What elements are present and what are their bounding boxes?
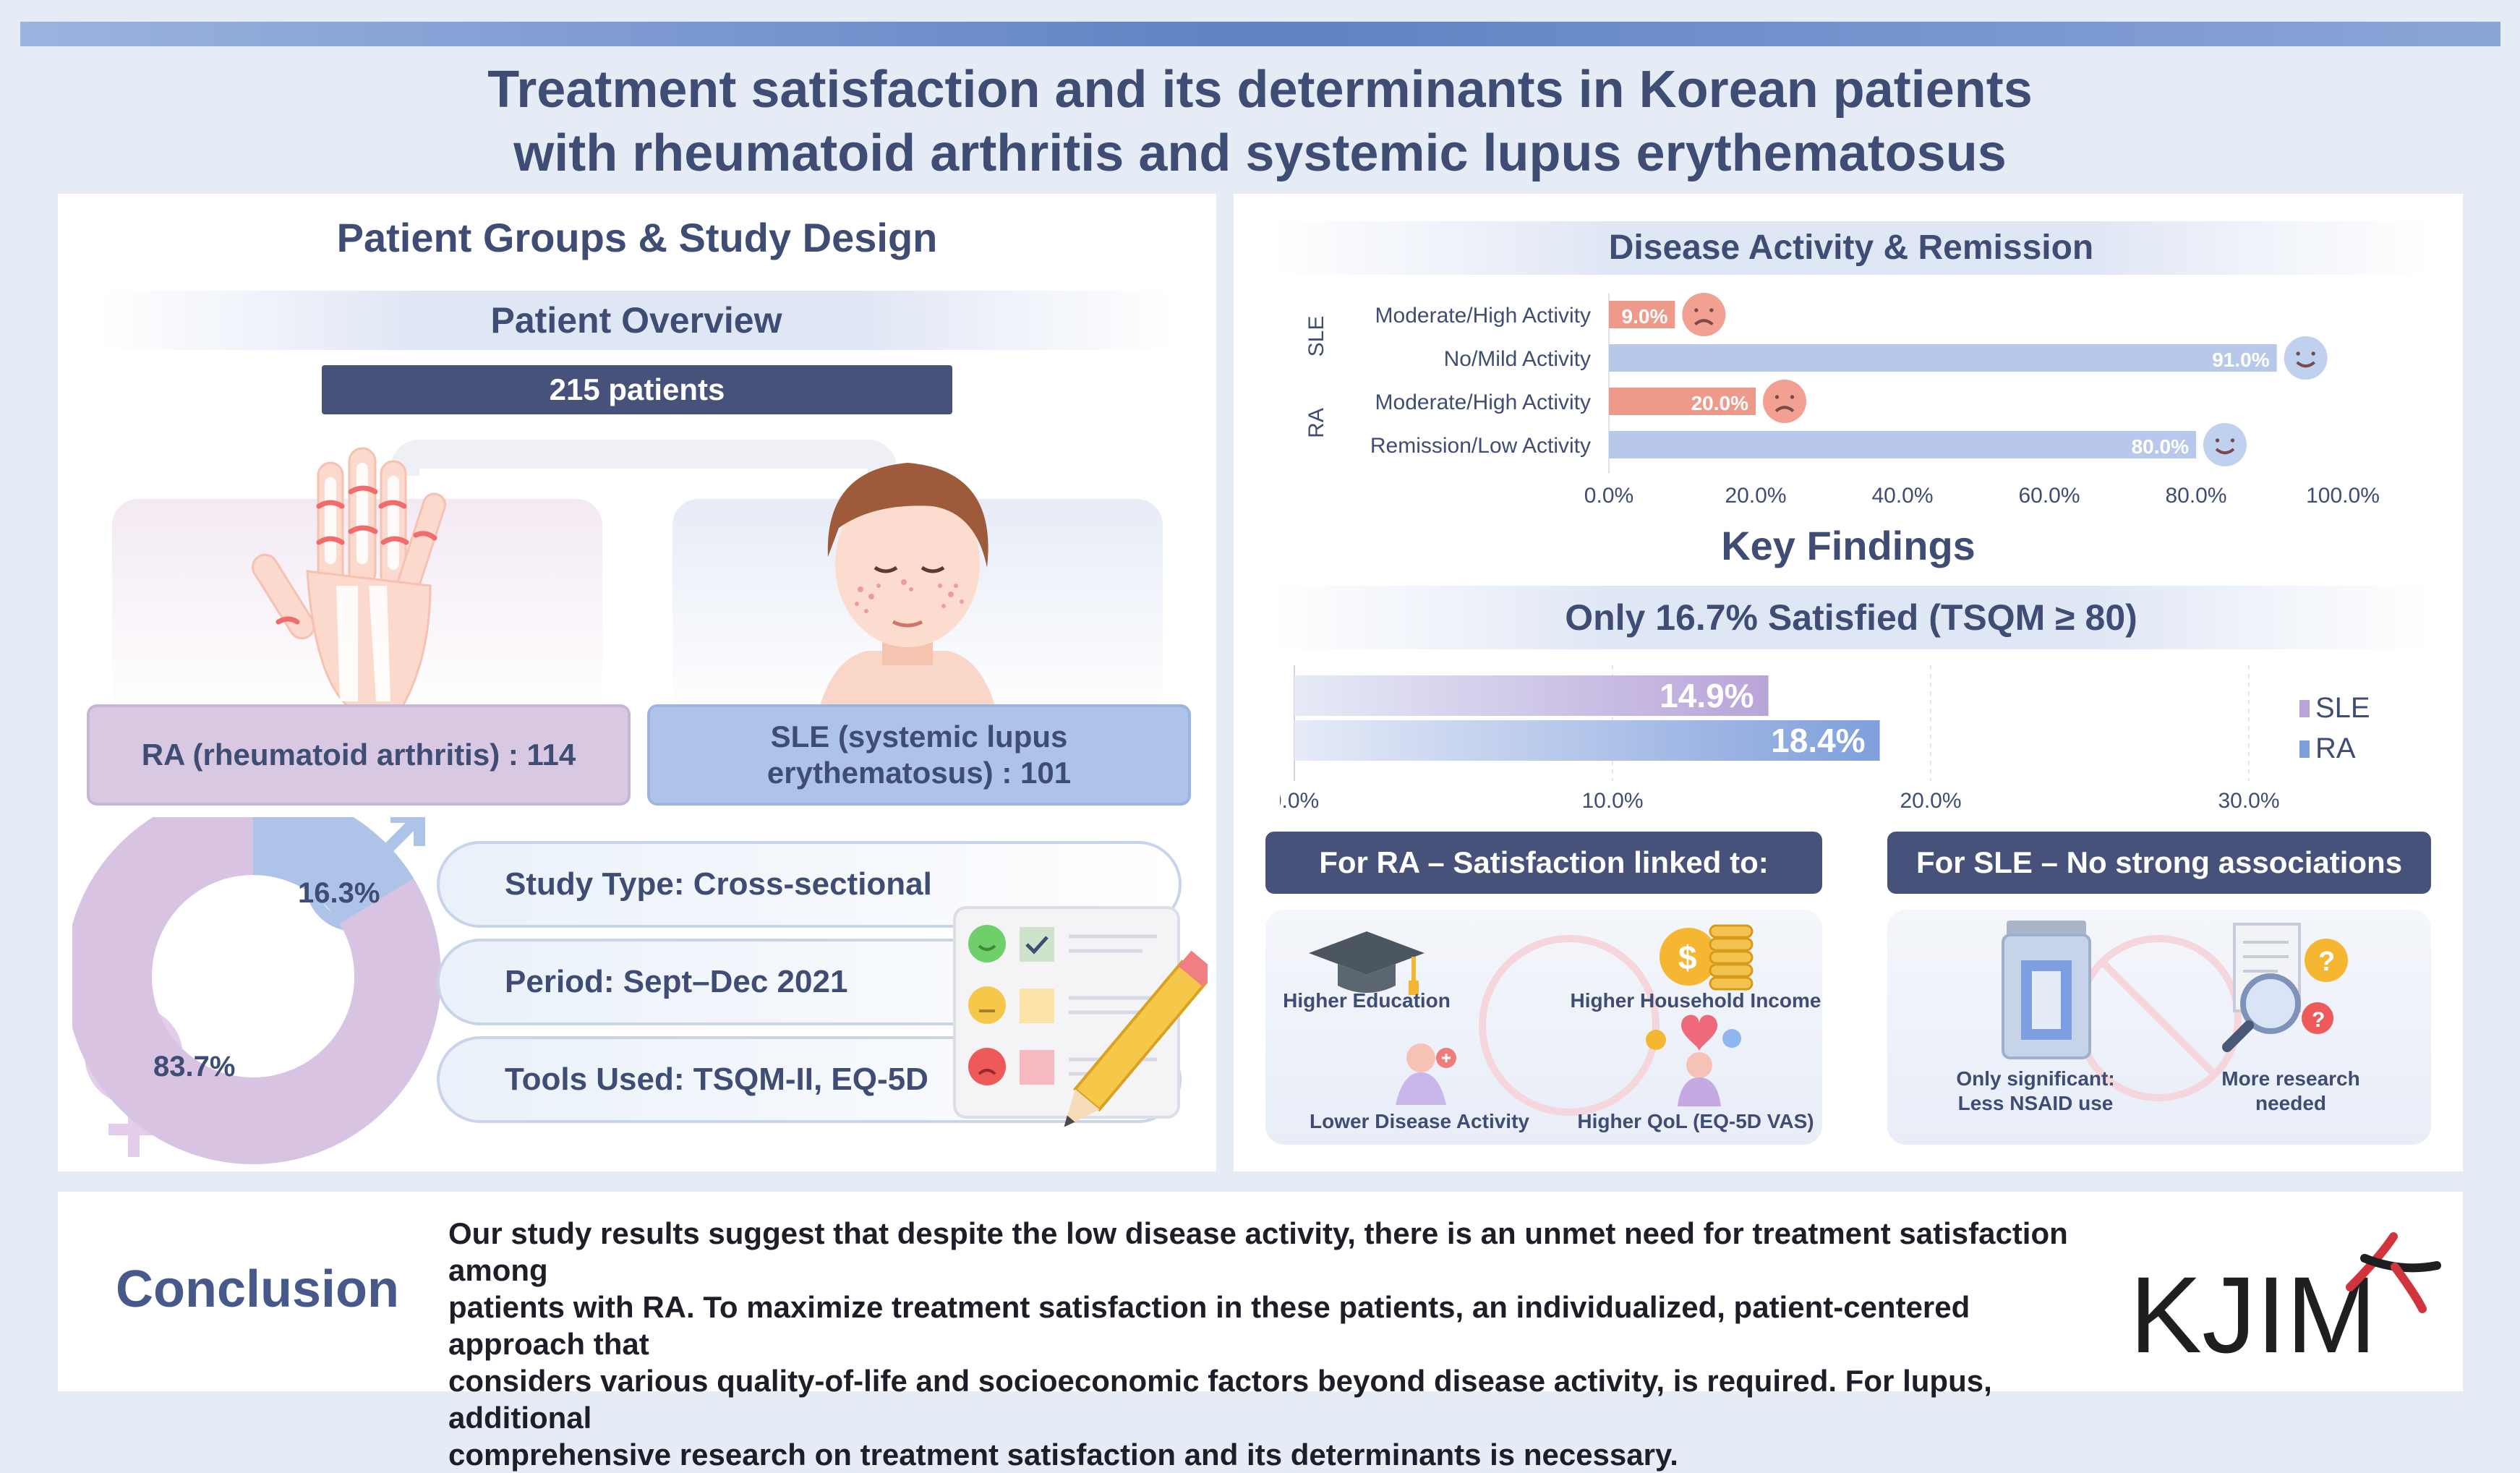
nsaid-label-line2: Less NSAID use — [1958, 1092, 2114, 1114]
sle-associations-art: ? ? Only significant: Less NSAID use Mor… — [1956, 921, 2360, 1114]
infographic-title: Treatment satisfaction and its determina… — [487, 61, 2033, 182]
satisfaction-bar — [1294, 720, 1880, 761]
higher-qol-label: Higher QoL (EQ-5D VAS) — [1577, 1110, 1814, 1132]
happy-face-icon — [2203, 423, 2247, 466]
lower-activity-label: Lower Disease Activity — [1310, 1110, 1529, 1132]
legend-swatch — [2299, 700, 2310, 717]
activity-category-label: Moderate/High Activity — [1375, 390, 1591, 414]
quality-of-life-icon — [1646, 1015, 1741, 1106]
patient-groups-heading: Patient Groups & Study Design — [336, 215, 938, 260]
activity-group-label: SLE — [1304, 316, 1328, 357]
research-label-line1: More research — [2221, 1067, 2359, 1090]
disease-activity-heading: Disease Activity & Remission — [1273, 221, 2430, 275]
activity-bar-value: 20.0% — [1691, 392, 1748, 414]
medicine-bottle-icon — [2002, 921, 2091, 1059]
key-findings-heading: Key Findings — [1721, 523, 1976, 568]
satisfaction-band: Only 16.7% Satisfied (TSQM ≥ 80) — [1273, 586, 2430, 649]
top-accent-bar — [20, 22, 2500, 46]
satisfaction-x-tick: 20.0% — [1900, 789, 1961, 813]
svg-text:KJIM: KJIM — [2130, 1254, 2377, 1375]
satisfaction-x-tick: 0.0% — [1280, 789, 1319, 813]
activity-bar-value: 80.0% — [2132, 435, 2189, 458]
satisfaction-bar-value: 14.9% — [1660, 677, 1754, 714]
activity-group-label: RA — [1304, 408, 1328, 438]
sex-distribution-donut: 16.3% 83.7% — [72, 817, 441, 1164]
research-label-line2: needed — [2255, 1092, 2326, 1114]
activity-x-tick: 20.0% — [1725, 484, 1786, 508]
conclusion-title: Conclusion — [116, 1260, 399, 1318]
svg-text:?: ? — [2318, 947, 2335, 977]
nsaid-label-line1: Only significant: — [1956, 1067, 2114, 1090]
higher-education-label: Higher Education — [1283, 989, 1451, 1012]
happy-face-icon — [2284, 336, 2328, 380]
graduation-cap-icon — [1309, 931, 1425, 995]
arthritic-hand-icon — [252, 447, 447, 710]
legend-label: RA — [2315, 733, 2356, 764]
activity-x-tick: 60.0% — [2018, 484, 2080, 508]
survey-checklist-icon — [953, 906, 1208, 1127]
activity-bar-value: 9.0% — [1622, 305, 1668, 328]
donut-male-segment — [252, 817, 414, 925]
ra-associations-header: For RA – Satisfaction linked to: — [1265, 832, 1822, 894]
activity-bar — [1609, 388, 1756, 415]
conclusion-text: Our study results suggest that despite t… — [448, 1216, 2068, 1472]
sle-group-label: SLE (systemic lupus erythematosus) : 101 — [647, 704, 1191, 806]
group-connector — [390, 440, 897, 476]
patient-care-icon — [1396, 1043, 1456, 1105]
activity-x-tick: 40.0% — [1871, 484, 1933, 508]
activity-x-tick: 0.0% — [1584, 484, 1633, 508]
activity-bar — [1609, 344, 2277, 372]
svg-text:?: ? — [2312, 1008, 2325, 1032]
sad-face-icon — [1763, 380, 1806, 423]
disease-activity-chart: 9.0% Moderate/High Activity 91.0% No/Mild A… — [1304, 293, 2380, 508]
conclusion-panel — [58, 1192, 2463, 1391]
money-coins-icon: $ — [1660, 924, 1754, 991]
legend-label: SLE — [2315, 692, 2370, 724]
lupus-face-icon — [817, 463, 998, 716]
activity-x-tick: 100.0% — [2306, 484, 2380, 508]
ra-group-label: RA (rheumatoid arthritis) : 114 — [87, 704, 631, 806]
ra-associations-art: $ Higher Education Higher Household Inco… — [1283, 924, 1821, 1132]
higher-income-label: Higher Household Income — [1571, 989, 1821, 1012]
sle-associations-header: For SLE – No strong associations — [1887, 832, 2431, 894]
kjim-logo: KJIM — [2130, 1232, 2441, 1375]
activity-category-label: No/Mild Activity — [1444, 347, 1591, 371]
activity-bar — [1609, 431, 2196, 458]
activity-x-tick: 80.0% — [2165, 484, 2226, 508]
total-patients-badge: 215 patients — [322, 365, 952, 414]
satisfaction-bar-value: 18.4% — [1771, 722, 1865, 759]
satisfaction-x-tick: 10.0% — [1581, 789, 1643, 813]
male-percentage: 16.3% — [298, 877, 380, 909]
activity-bar — [1609, 301, 1675, 328]
activity-category-label: Remission/Low Activity — [1370, 434, 1591, 458]
activity-bar-value: 91.0% — [2212, 349, 2269, 371]
activity-category-label: Moderate/High Activity — [1375, 304, 1591, 328]
legend-swatch — [2299, 740, 2310, 758]
sad-face-icon — [1682, 293, 1726, 336]
satisfaction-chart: 0.0% 10.0% 20.0% 30.0% 14.9% SLE 18.4% RA — [1280, 665, 2370, 813]
research-magnifier-icon: ? ? — [2222, 923, 2348, 1052]
svg-text:$: $ — [1678, 939, 1697, 976]
background-ring — [1479, 935, 1660, 1116]
satisfaction-x-tick: 30.0% — [2218, 789, 2279, 813]
female-percentage: 83.7% — [153, 1051, 235, 1083]
patient-overview-band: Patient Overview — [101, 291, 1171, 350]
satisfaction-bar — [1294, 675, 1769, 716]
